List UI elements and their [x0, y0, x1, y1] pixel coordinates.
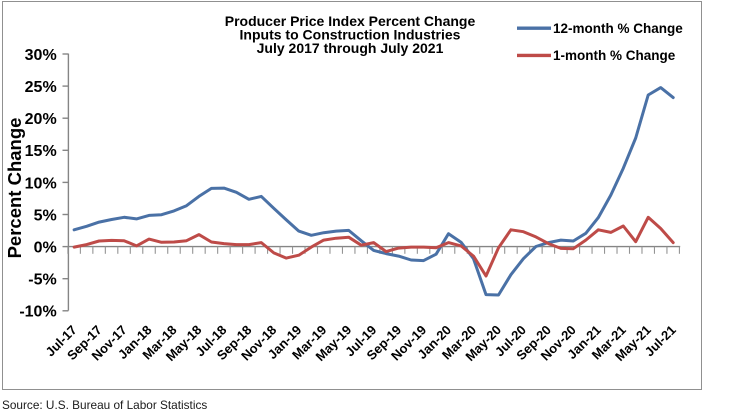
svg-text:15%: 15%	[25, 143, 57, 160]
svg-text:-5%: -5%	[28, 272, 56, 289]
svg-text:12-month % Change: 12-month % Change	[553, 21, 683, 36]
svg-text:Producer Price Index Percent C: Producer Price Index Percent Change	[225, 13, 476, 29]
svg-text:30%: 30%	[25, 47, 57, 64]
svg-text:5%: 5%	[34, 207, 57, 224]
svg-text:-10%: -10%	[19, 304, 56, 321]
svg-text:0%: 0%	[34, 240, 57, 257]
svg-text:20%: 20%	[25, 111, 57, 128]
svg-text:Inputs to Construction Industr: Inputs to Construction Industries	[240, 27, 461, 43]
svg-text:1-month % Change: 1-month % Change	[553, 48, 676, 63]
svg-text:Source: U.S. Bureau of Labor S: Source: U.S. Bureau of Labor Statistics	[2, 398, 207, 412]
svg-text:July 2017 through July 2021: July 2017 through July 2021	[257, 40, 444, 56]
svg-text:25%: 25%	[25, 79, 57, 96]
svg-text:Percent Change: Percent Change	[4, 118, 25, 259]
svg-text:10%: 10%	[25, 175, 57, 192]
